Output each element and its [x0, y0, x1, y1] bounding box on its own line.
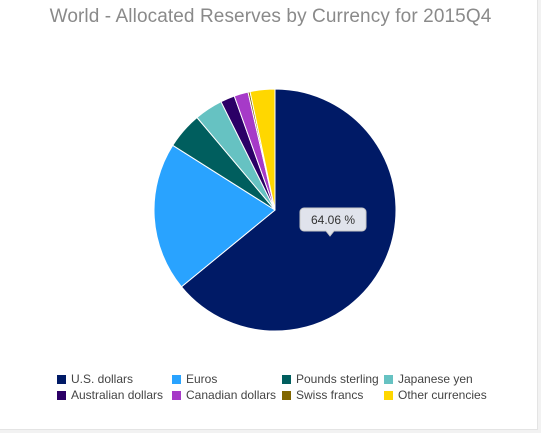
legend-swatch — [57, 390, 66, 400]
legend-swatch — [172, 374, 181, 384]
legend-swatch — [282, 390, 291, 400]
legend-item[interactable]: Australian dollars — [57, 387, 172, 403]
chart-title: World - Allocated Reserves by Currency f… — [49, 6, 492, 27]
tooltip: 64.06 % — [299, 207, 367, 237]
legend-item[interactable]: Canadian dollars — [172, 387, 282, 403]
legend-label: Australian dollars — [71, 388, 164, 402]
legend-item[interactable]: Japanese yen — [384, 371, 494, 387]
legend-swatch — [384, 390, 393, 400]
pie-slice-euros[interactable] — [153, 144, 276, 288]
pie-slices — [153, 88, 397, 332]
legend-label: U.S. dollars — [71, 372, 134, 386]
legend-label: Canadian dollars — [186, 388, 277, 402]
legend: U.S. dollars Euros Pounds sterling Japan… — [57, 371, 527, 403]
legend-item[interactable]: Swiss francs — [282, 387, 384, 403]
legend-row: U.S. dollars Euros Pounds sterling Japan… — [57, 371, 527, 387]
legend-swatch — [282, 374, 291, 384]
legend-item[interactable]: Other currencies — [384, 387, 494, 403]
legend-swatch — [384, 374, 393, 384]
tooltip-text: 64.06 % — [311, 213, 355, 227]
legend-item[interactable]: Pounds sterling — [282, 371, 384, 387]
pie-slice-u-s-dollars[interactable] — [180, 88, 397, 332]
legend-item[interactable]: Euros — [172, 371, 282, 387]
legend-swatch — [57, 374, 66, 384]
legend-item[interactable]: U.S. dollars — [57, 371, 172, 387]
legend-label: Pounds sterling — [296, 372, 379, 386]
legend-label: Other currencies — [398, 388, 487, 402]
legend-swatch — [172, 390, 181, 400]
legend-label: Euros — [186, 372, 218, 386]
legend-label: Swiss francs — [296, 388, 364, 402]
legend-label: Japanese yen — [398, 372, 473, 386]
pie-chart: 64.06 % — [153, 88, 397, 332]
pie-slice-other-currencies[interactable] — [249, 88, 276, 211]
legend-row: Australian dollars Canadian dollars Swis… — [57, 387, 527, 403]
tooltip-box — [299, 207, 367, 237]
